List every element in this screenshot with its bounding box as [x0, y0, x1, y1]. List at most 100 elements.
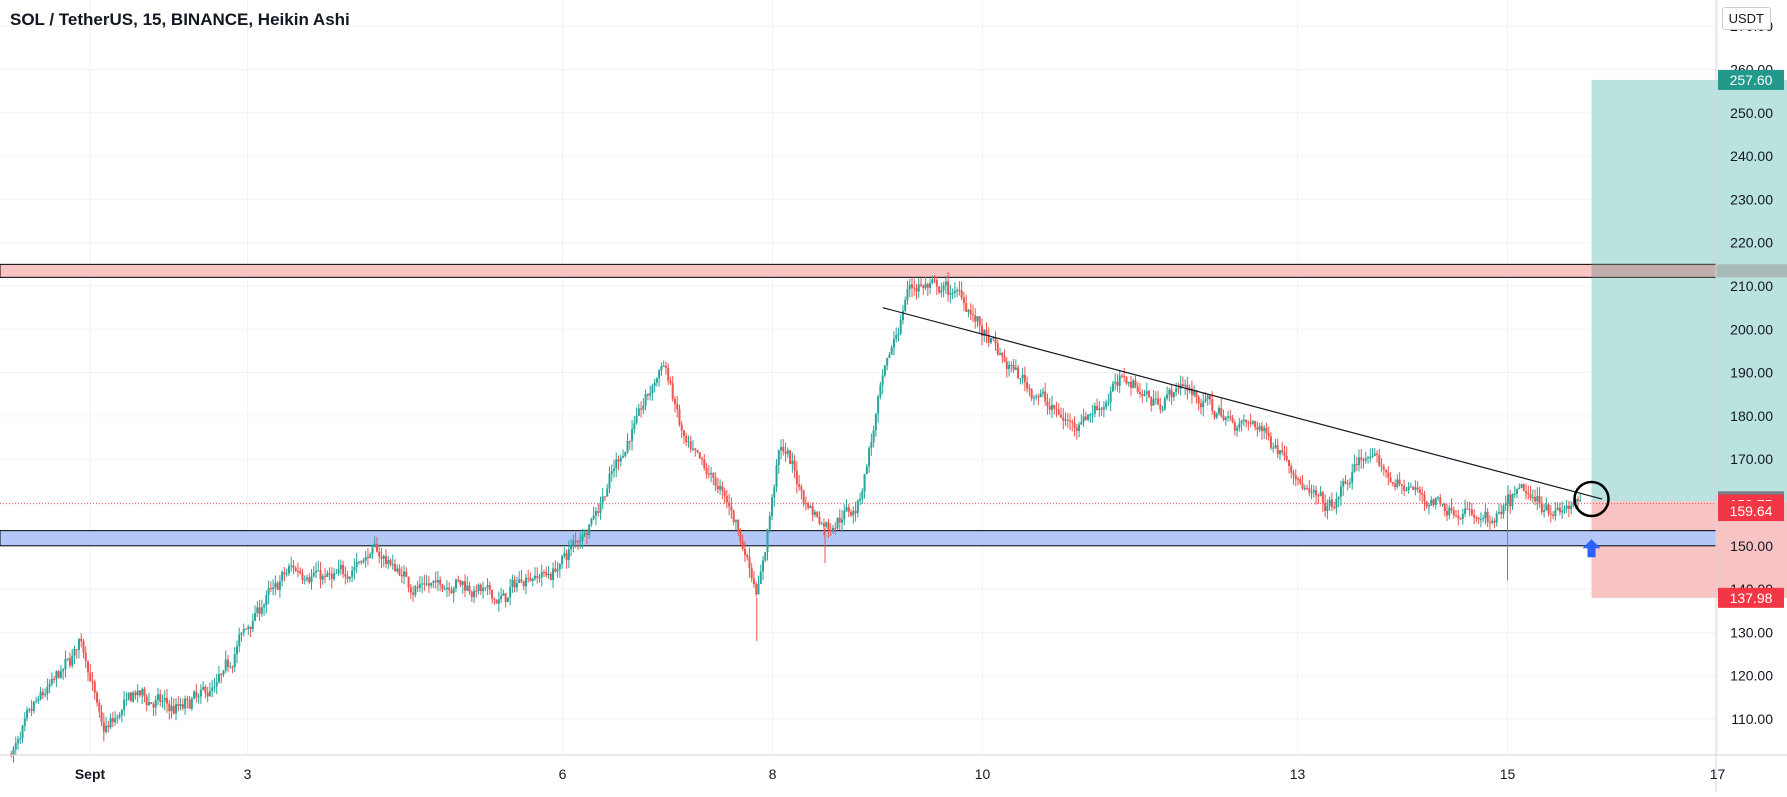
candle-body [1498, 512, 1500, 513]
candle-body [139, 691, 141, 696]
candle-body [26, 710, 28, 718]
candle-body [803, 490, 805, 503]
candle-body [1010, 365, 1012, 366]
candle-body [1374, 454, 1376, 456]
candle-body [1484, 512, 1486, 518]
candle-body [414, 587, 416, 595]
candle-body [1225, 418, 1227, 420]
candle-body [548, 574, 550, 575]
candle-body [96, 693, 98, 703]
candle-body [489, 585, 491, 590]
candle-body [534, 576, 536, 579]
candle-body [832, 528, 834, 531]
candle-body [1331, 500, 1333, 507]
candle-body [410, 587, 412, 592]
candle-body [1369, 457, 1371, 458]
candle-body [1534, 497, 1536, 501]
candle-body [1444, 504, 1446, 511]
candle-body [1241, 421, 1243, 423]
candle-body [622, 456, 624, 458]
candle-body [678, 409, 680, 424]
candle-body [1367, 457, 1369, 458]
candle-body [491, 590, 493, 599]
candle-body [103, 722, 105, 732]
candle-body [1107, 402, 1109, 403]
candle-body [507, 597, 509, 601]
trendline[interactable] [883, 308, 1602, 499]
candle-body [351, 571, 353, 577]
candle-body [1116, 382, 1118, 386]
candle-body [1238, 423, 1240, 427]
candle-body [737, 520, 739, 532]
candle-body [315, 571, 317, 573]
candle-body [1340, 487, 1342, 497]
candle-body [469, 585, 471, 591]
candle-body [22, 726, 24, 738]
candle-body [1469, 509, 1471, 510]
candle-body [213, 687, 215, 688]
candle-body [218, 674, 220, 682]
candle-body [1297, 479, 1299, 480]
candle-body [1514, 494, 1516, 495]
candle-body [146, 697, 148, 705]
candle-body [58, 671, 60, 677]
candle-body [1410, 486, 1412, 487]
candle-body [378, 552, 380, 557]
candle-body [166, 698, 168, 704]
candle-body [1464, 509, 1466, 514]
candle-body [184, 699, 186, 709]
price-label-text: 137.98 [1730, 590, 1773, 606]
resistance-zone[interactable] [0, 264, 1716, 277]
candle-body [299, 571, 301, 573]
candle-body [543, 572, 545, 573]
candle-body [338, 569, 340, 573]
candle-body [1171, 390, 1173, 397]
candle-body [902, 311, 904, 320]
candle-body [636, 416, 638, 423]
candle-body [164, 698, 166, 701]
candle-body [746, 555, 748, 557]
candle-body [909, 285, 911, 290]
y-tick-label: 150.00 [1730, 538, 1773, 554]
candle-body [1385, 470, 1387, 473]
y-tick-label: 170.00 [1730, 451, 1773, 467]
candle-body [1306, 488, 1308, 489]
candle-body [895, 335, 897, 339]
candle-body [1229, 416, 1231, 417]
candle-body [624, 452, 626, 456]
candle-body [1243, 420, 1245, 421]
candle-body [1234, 422, 1236, 430]
candle-body [708, 474, 710, 475]
candle-body [945, 281, 947, 285]
support-zone[interactable] [0, 531, 1716, 546]
price-label-text: 257.60 [1730, 72, 1773, 88]
candle-body [37, 699, 39, 701]
candle-body [1403, 486, 1405, 491]
candle-body [457, 580, 459, 581]
currency-button[interactable]: USDT [1722, 7, 1771, 30]
candle-body [329, 573, 331, 574]
candle-body [92, 681, 94, 682]
candle-body [150, 702, 152, 704]
candle-body [529, 579, 531, 581]
candle-body [861, 491, 863, 498]
candle-body [785, 451, 787, 453]
candle-body [1017, 367, 1019, 378]
candle-body [773, 487, 775, 498]
candle-body [245, 629, 247, 630]
symbol-title: SOL / TetherUS, 15, BINANCE, Heikin Ashi [10, 10, 350, 30]
candle-body [1552, 515, 1554, 516]
candle-body [1065, 420, 1067, 421]
candle-body [365, 557, 367, 561]
candle-body [615, 459, 617, 468]
candle-body [997, 343, 999, 354]
candle-body [683, 430, 685, 435]
candle-body [1302, 483, 1304, 488]
candle-body [428, 583, 430, 585]
candle-body [599, 503, 601, 513]
candle-body [925, 284, 927, 288]
drawings[interactable] [883, 308, 1609, 558]
candle-body [1146, 391, 1148, 394]
